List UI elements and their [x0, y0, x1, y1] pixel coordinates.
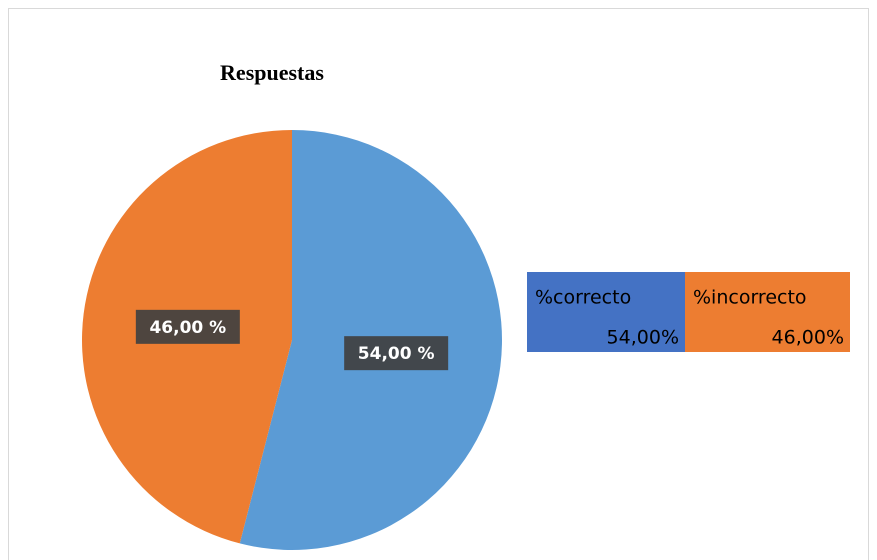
- data-label-box: [344, 336, 449, 371]
- data-label-box: [135, 309, 240, 344]
- table-value: 54,00%: [607, 327, 679, 349]
- table-value: 46,00%: [772, 327, 844, 349]
- table-cell: [527, 272, 685, 352]
- table-header: %incorrecto: [693, 287, 807, 309]
- table-header: %correcto: [535, 287, 631, 309]
- table-cell: [685, 272, 850, 352]
- chart-title: Respuestas: [220, 60, 324, 85]
- data-label: 54,00 %: [358, 344, 435, 364]
- data-label: 46,00 %: [149, 318, 226, 338]
